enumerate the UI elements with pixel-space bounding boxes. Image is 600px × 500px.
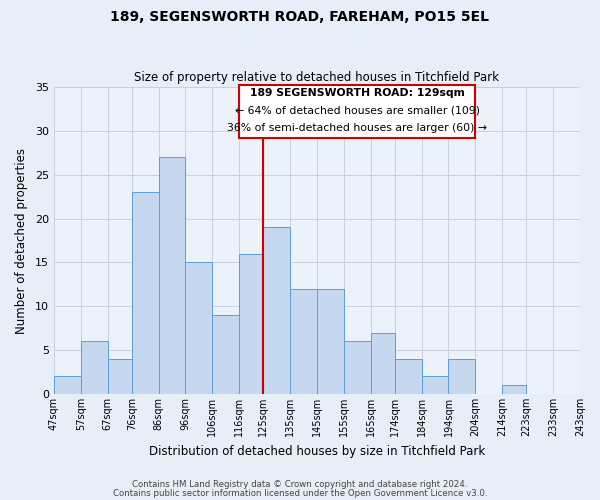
Bar — [158, 157, 185, 394]
Title: Size of property relative to detached houses in Titchfield Park: Size of property relative to detached ho… — [134, 72, 499, 85]
Bar — [263, 228, 290, 394]
Bar — [395, 359, 422, 394]
Bar — [239, 254, 263, 394]
Bar — [239, 86, 475, 138]
X-axis label: Distribution of detached houses by size in Titchfield Park: Distribution of detached houses by size … — [149, 444, 485, 458]
Bar — [54, 376, 81, 394]
Bar — [185, 262, 212, 394]
Text: Contains HM Land Registry data © Crown copyright and database right 2024.: Contains HM Land Registry data © Crown c… — [132, 480, 468, 489]
Bar — [580, 385, 600, 394]
Bar — [132, 192, 158, 394]
Text: 189 SEGENSWORTH ROAD: 129sqm: 189 SEGENSWORTH ROAD: 129sqm — [250, 88, 464, 98]
Text: Contains public sector information licensed under the Open Government Licence v3: Contains public sector information licen… — [113, 488, 487, 498]
Bar — [422, 376, 448, 394]
Bar — [107, 359, 132, 394]
Text: 36% of semi-detached houses are larger (60) →: 36% of semi-detached houses are larger (… — [227, 123, 487, 133]
Y-axis label: Number of detached properties: Number of detached properties — [15, 148, 28, 334]
Bar — [448, 359, 475, 394]
Bar — [317, 289, 344, 394]
Bar — [290, 289, 317, 394]
Bar — [212, 315, 239, 394]
Bar — [371, 332, 395, 394]
Bar — [81, 342, 107, 394]
Bar — [344, 342, 371, 394]
Text: 189, SEGENSWORTH ROAD, FAREHAM, PO15 5EL: 189, SEGENSWORTH ROAD, FAREHAM, PO15 5EL — [110, 10, 490, 24]
Bar — [502, 385, 526, 394]
Text: ← 64% of detached houses are smaller (109): ← 64% of detached houses are smaller (10… — [235, 106, 480, 116]
